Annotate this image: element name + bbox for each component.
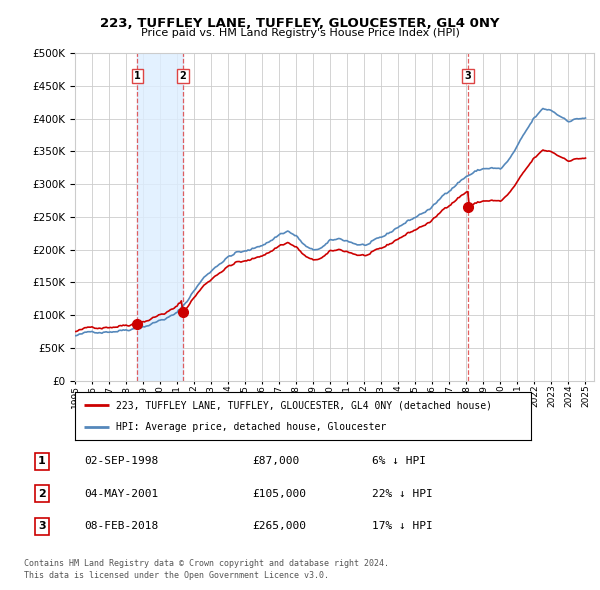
Text: £265,000: £265,000 [252,522,306,531]
Text: HPI: Average price, detached house, Gloucester: HPI: Average price, detached house, Glou… [116,422,386,432]
Text: 02-SEP-1998: 02-SEP-1998 [84,457,158,466]
Text: 2: 2 [179,71,186,81]
Text: 6% ↓ HPI: 6% ↓ HPI [372,457,426,466]
Text: Price paid vs. HM Land Registry's House Price Index (HPI): Price paid vs. HM Land Registry's House … [140,28,460,38]
Text: 22% ↓ HPI: 22% ↓ HPI [372,489,433,499]
Text: 3: 3 [465,71,472,81]
Text: £105,000: £105,000 [252,489,306,499]
Text: 17% ↓ HPI: 17% ↓ HPI [372,522,433,531]
Text: 3: 3 [38,522,46,531]
Text: 2: 2 [38,489,46,499]
Text: 1: 1 [134,71,141,81]
Text: Contains HM Land Registry data © Crown copyright and database right 2024.: Contains HM Land Registry data © Crown c… [24,559,389,568]
Text: 04-MAY-2001: 04-MAY-2001 [84,489,158,499]
Text: £87,000: £87,000 [252,457,299,466]
Bar [137,53,183,381]
Text: This data is licensed under the Open Government Licence v3.0.: This data is licensed under the Open Gov… [24,571,329,579]
Text: 223, TUFFLEY LANE, TUFFLEY, GLOUCESTER, GL4 0NY: 223, TUFFLEY LANE, TUFFLEY, GLOUCESTER, … [100,17,500,30]
Text: 223, TUFFLEY LANE, TUFFLEY, GLOUCESTER, GL4 0NY (detached house): 223, TUFFLEY LANE, TUFFLEY, GLOUCESTER, … [116,400,492,410]
Text: 08-FEB-2018: 08-FEB-2018 [84,522,158,531]
Text: 1: 1 [38,457,46,466]
